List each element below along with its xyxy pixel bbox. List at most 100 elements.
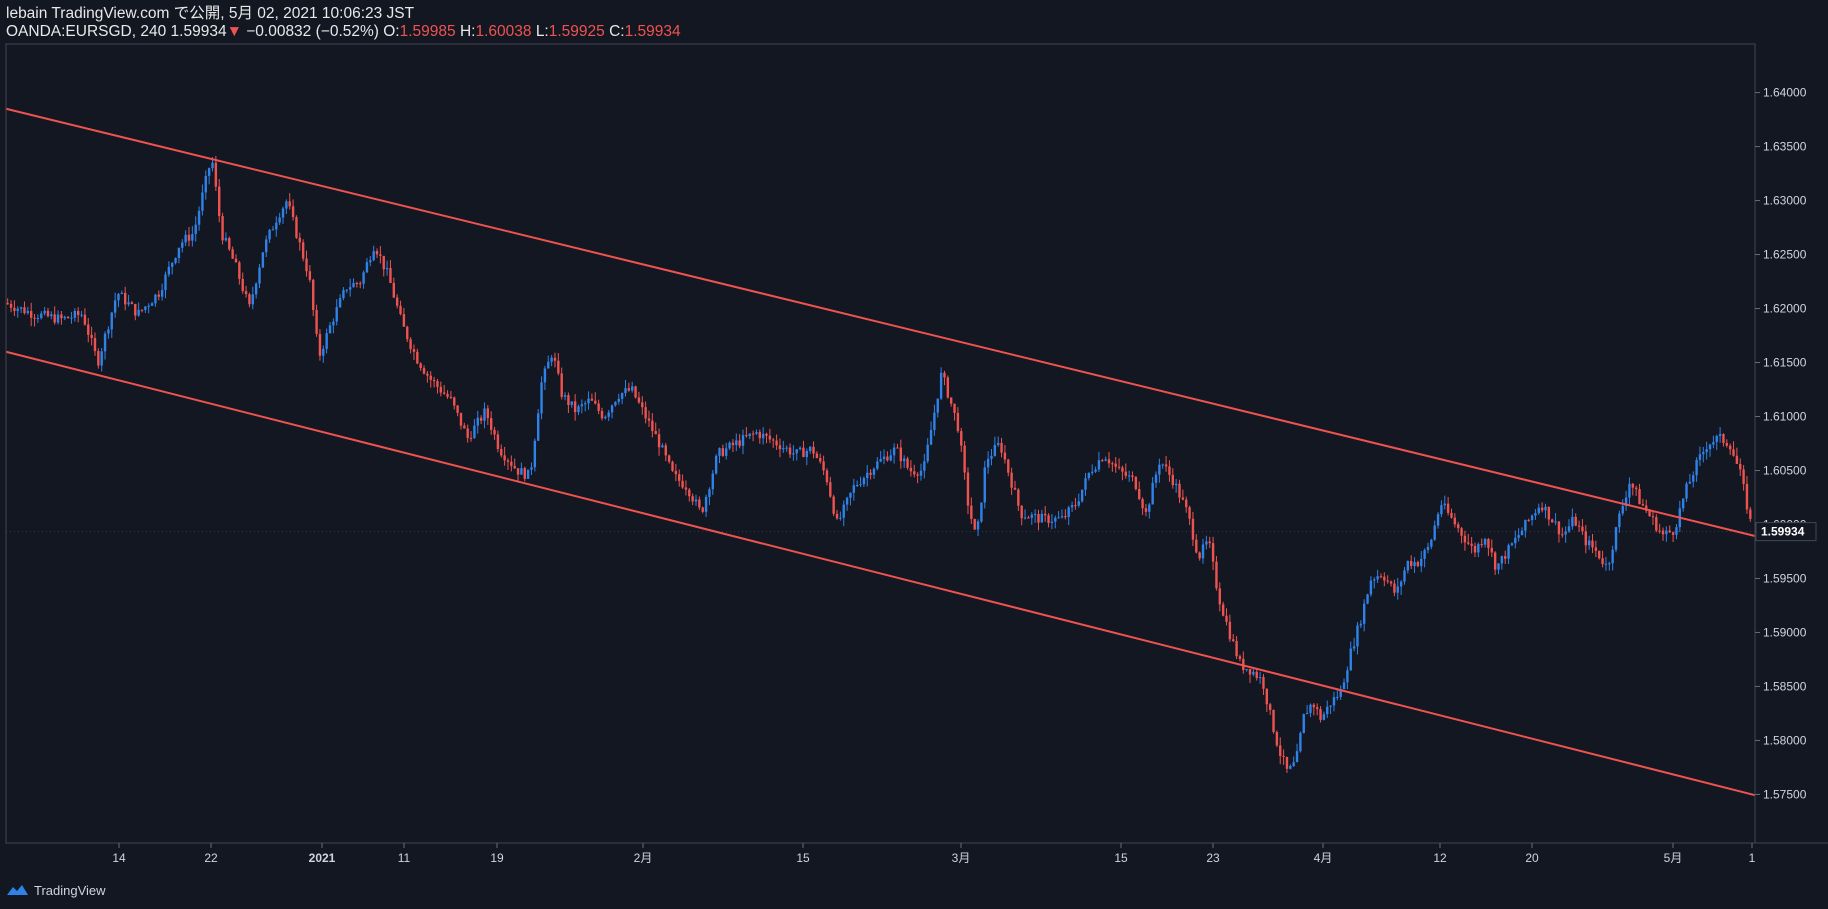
y-tick-label: 1.59500 [1763,571,1807,585]
candle-body [926,444,929,462]
candle-body [1148,504,1151,512]
candle-body [1292,762,1295,767]
candle-body [889,455,892,461]
trend-channel[interactable] [5,107,1756,797]
candle-body [1594,547,1598,551]
candle-body [224,238,228,241]
candle-body [238,262,241,279]
candle-body [1571,516,1574,527]
candle-body [1339,689,1342,697]
candle-body [1221,604,1225,616]
candle-body [399,305,402,315]
candle-body [1483,538,1487,545]
candle-body [795,449,798,454]
candle-body [332,321,335,326]
candle-body [1386,580,1389,582]
candle-body [1393,583,1396,593]
candle-body [1500,556,1504,564]
candle-body [526,469,530,479]
candle-body [859,484,862,486]
candle-body [1225,615,1228,622]
tradingview-logo-icon[interactable] [6,883,30,897]
candle-body [721,448,725,456]
y-tick-label: 1.58000 [1763,733,1807,747]
symbol-label[interactable]: OANDA:EURSGD, 240 [6,23,167,40]
candle-body [46,310,50,317]
ohlc-legend: OANDA:EURSGD, 240 1.59934▼ −0.00832 (−0.… [6,23,1506,41]
candle-body [117,293,120,301]
open-value: 1.59985 [399,23,456,40]
candle-body [651,420,654,432]
y-tick-label: 1.63000 [1763,194,1807,208]
low-label: L: [535,23,549,40]
candle-body [1185,499,1188,508]
candle-body [996,442,1000,445]
x-tick-label: 12 [1433,851,1447,865]
candle-body [1712,442,1715,445]
channel-upper-line[interactable] [5,107,1756,537]
candle-body [1238,656,1242,659]
candle-body [1420,558,1423,567]
close-value: 1.59934 [624,23,681,40]
candle-body [167,266,171,275]
candle-body [1735,455,1739,464]
candle-body [1665,530,1668,535]
candle-body [194,224,197,234]
candle-body [53,314,56,323]
candle-body [204,175,207,193]
candle-body [157,294,160,297]
candle-body [671,461,674,471]
candle-body [177,247,181,259]
candle-body [493,429,496,435]
candle-body [40,313,43,319]
candle-body [1265,688,1269,705]
candle-body [254,283,258,295]
candle-body [879,459,882,462]
candle-body [1151,482,1154,505]
candle-body [1651,516,1655,518]
candle-body [1064,516,1067,518]
candle-body [1080,489,1084,502]
candle-body [184,234,187,243]
brand-label[interactable]: TradingView [34,882,106,898]
candle-body [933,412,936,431]
candle-body [100,351,103,366]
candle-body [1352,646,1356,649]
candle-body [301,242,305,259]
candle-body [755,432,758,434]
candle-body [1144,508,1148,512]
candle-body [1285,756,1289,769]
candle-body [375,251,379,255]
candle-body [970,505,973,519]
candle-body [1359,623,1363,626]
candle-body [667,455,671,462]
publish-info: lebain TradingView.com で公開, 5月 02, 2021 … [6,5,415,22]
candle-body [463,425,466,429]
candle-body [540,382,543,414]
price-change: −0.00832 (−0.52%) [246,23,379,40]
candle-body [23,307,26,314]
candle-body [1013,487,1017,490]
candle-body [1413,562,1416,567]
candle-body [849,492,852,498]
candle-body [866,472,869,479]
candle-body [1624,497,1628,506]
x-tick-label: 1 [1749,851,1756,865]
channel-lower-line[interactable] [5,350,1756,797]
candle-body [1725,443,1729,446]
candle-body [1044,513,1047,516]
candle-body [986,458,990,468]
candle-body [792,453,795,455]
candle-body [328,325,332,334]
candle-body [1396,586,1399,593]
candle-body [728,442,731,449]
candle-body [1057,517,1060,519]
candle-body [1487,538,1490,548]
candle-body [6,303,9,305]
candle-body [1107,459,1111,464]
candle-body [1473,545,1477,553]
candle-body [1453,517,1457,525]
candle-body [1732,449,1735,456]
candle-body [698,499,701,508]
